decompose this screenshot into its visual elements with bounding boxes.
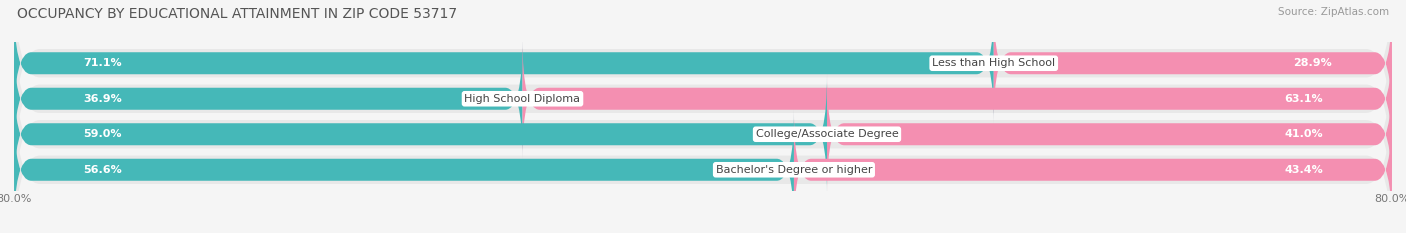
FancyBboxPatch shape — [14, 42, 1392, 226]
Text: Less than High School: Less than High School — [932, 58, 1056, 68]
Text: Bachelor's Degree or higher: Bachelor's Degree or higher — [716, 165, 872, 175]
FancyBboxPatch shape — [523, 39, 1392, 159]
Text: 71.1%: 71.1% — [83, 58, 121, 68]
FancyBboxPatch shape — [14, 39, 523, 159]
FancyBboxPatch shape — [994, 3, 1392, 123]
Text: OCCUPANCY BY EDUCATIONAL ATTAINMENT IN ZIP CODE 53717: OCCUPANCY BY EDUCATIONAL ATTAINMENT IN Z… — [17, 7, 457, 21]
Text: 63.1%: 63.1% — [1285, 94, 1323, 104]
Text: 59.0%: 59.0% — [83, 129, 121, 139]
Text: College/Associate Degree: College/Associate Degree — [755, 129, 898, 139]
Text: Source: ZipAtlas.com: Source: ZipAtlas.com — [1278, 7, 1389, 17]
FancyBboxPatch shape — [14, 0, 1392, 156]
FancyBboxPatch shape — [827, 74, 1392, 194]
Text: 56.6%: 56.6% — [83, 165, 122, 175]
FancyBboxPatch shape — [14, 7, 1392, 191]
Text: 41.0%: 41.0% — [1285, 129, 1323, 139]
FancyBboxPatch shape — [794, 110, 1392, 230]
Text: 36.9%: 36.9% — [83, 94, 122, 104]
FancyBboxPatch shape — [14, 3, 994, 123]
Text: High School Diploma: High School Diploma — [464, 94, 581, 104]
FancyBboxPatch shape — [14, 77, 1392, 233]
FancyBboxPatch shape — [14, 74, 827, 194]
Text: 43.4%: 43.4% — [1284, 165, 1323, 175]
FancyBboxPatch shape — [14, 110, 794, 230]
Text: 28.9%: 28.9% — [1294, 58, 1333, 68]
